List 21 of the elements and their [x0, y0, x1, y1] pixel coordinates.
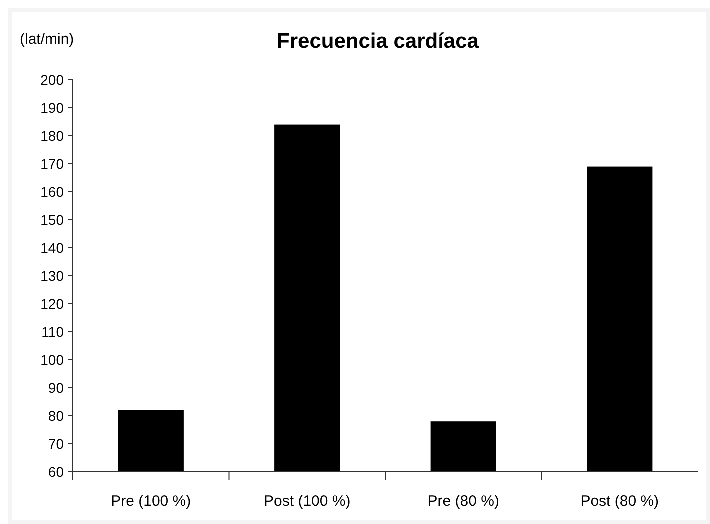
y-tick-label: 90 — [48, 380, 64, 396]
y-tick-label: 180 — [40, 128, 64, 144]
y-tick-label: 170 — [40, 156, 64, 172]
y-tick-label: 110 — [42, 324, 64, 340]
y-tick-label: 200 — [40, 72, 64, 88]
y-axis-title: (lat/min) — [20, 31, 74, 48]
y-tick-label: 100 — [40, 352, 64, 368]
x-tick-label: Pre (100 %) — [111, 493, 192, 510]
y-tick-label: 70 — [48, 436, 64, 452]
y-tick-label: 140 — [40, 240, 64, 256]
y-tick-label: 150 — [40, 212, 64, 228]
y-tick-label: 120 — [40, 296, 64, 312]
y-tick-label: 190 — [40, 100, 64, 116]
y-tick-label: 160 — [40, 184, 64, 200]
x-tick-label: Pre (80 %) — [428, 493, 500, 510]
y-tick-label: 60 — [48, 464, 64, 480]
x-tick-label: Post (80 %) — [580, 493, 660, 510]
y-tick-label: 80 — [48, 408, 64, 424]
x-tick-label: Post (100 %) — [264, 493, 351, 510]
chart-title: Frecuencia cardíaca — [277, 30, 480, 53]
y-tick-label: 130 — [40, 268, 64, 284]
